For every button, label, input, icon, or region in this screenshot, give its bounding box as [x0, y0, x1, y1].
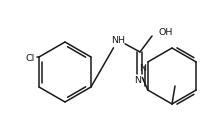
Text: N: N	[139, 64, 146, 73]
Text: Cl: Cl	[26, 54, 35, 63]
Text: OH: OH	[159, 28, 173, 37]
Text: NH: NH	[111, 35, 125, 44]
Text: N: N	[134, 75, 141, 85]
